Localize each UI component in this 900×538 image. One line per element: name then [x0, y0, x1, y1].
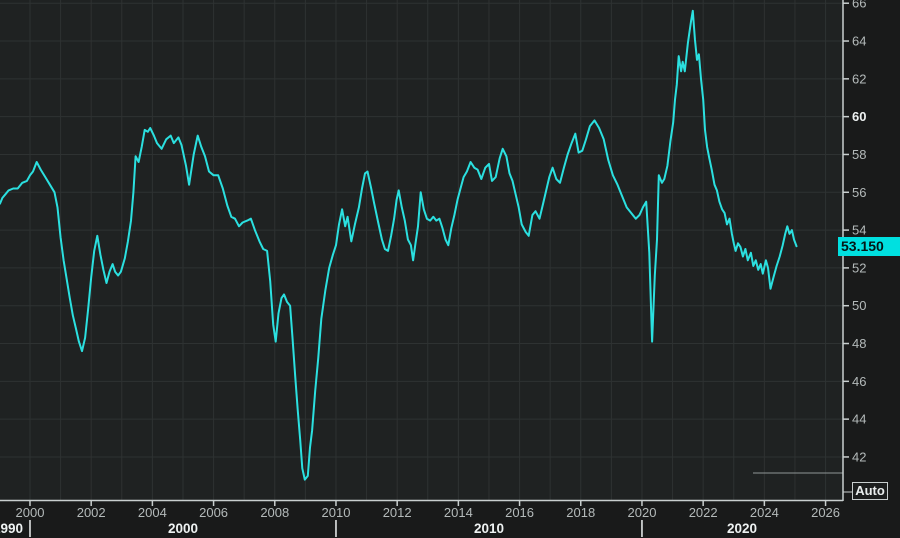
- x-axis-label: 2008: [260, 505, 289, 520]
- x-axis-label: 2002: [77, 505, 106, 520]
- decade-label: 2020: [727, 521, 757, 536]
- x-axis-label: 2016: [505, 505, 534, 520]
- price-line: [0, 9, 798, 481]
- decade-label: 2000: [168, 521, 198, 536]
- x-axis-label: 2018: [566, 505, 595, 520]
- x-axis-label: 2000: [16, 505, 45, 520]
- y-axis-label: 48: [852, 336, 866, 351]
- y-axis-label: 42: [852, 449, 866, 464]
- x-axis-label: 2006: [199, 505, 228, 520]
- y-axis-label: 52: [852, 260, 866, 275]
- y-axis-label: 44: [852, 412, 866, 427]
- decade-label: 1990: [0, 521, 23, 536]
- y-axis-label: 60: [852, 109, 866, 124]
- y-axis-label: 64: [852, 34, 866, 49]
- y-axis-label: 58: [852, 147, 866, 162]
- last-price-label: 53.150: [838, 237, 900, 256]
- x-axis-label: 2022: [689, 505, 718, 520]
- x-axis-label: 2004: [138, 505, 167, 520]
- x-axis-label: 2024: [750, 505, 779, 520]
- x-axis-label: 2012: [383, 505, 412, 520]
- x-axis-label: 2014: [444, 505, 473, 520]
- y-axis-label: 56: [852, 185, 866, 200]
- x-axis-label: 2026: [811, 505, 840, 520]
- y-axis-label: 66: [852, 0, 866, 11]
- y-axis-label: 50: [852, 298, 866, 313]
- y-axis-label: 62: [852, 71, 866, 86]
- y-axis-label: 54: [852, 223, 866, 238]
- y-axis-label: 46: [852, 374, 866, 389]
- decade-label: 2010: [474, 521, 504, 536]
- auto-scale-button[interactable]: Auto: [852, 482, 888, 500]
- x-axis-label: 2020: [628, 505, 657, 520]
- x-axis-label: 2010: [322, 505, 351, 520]
